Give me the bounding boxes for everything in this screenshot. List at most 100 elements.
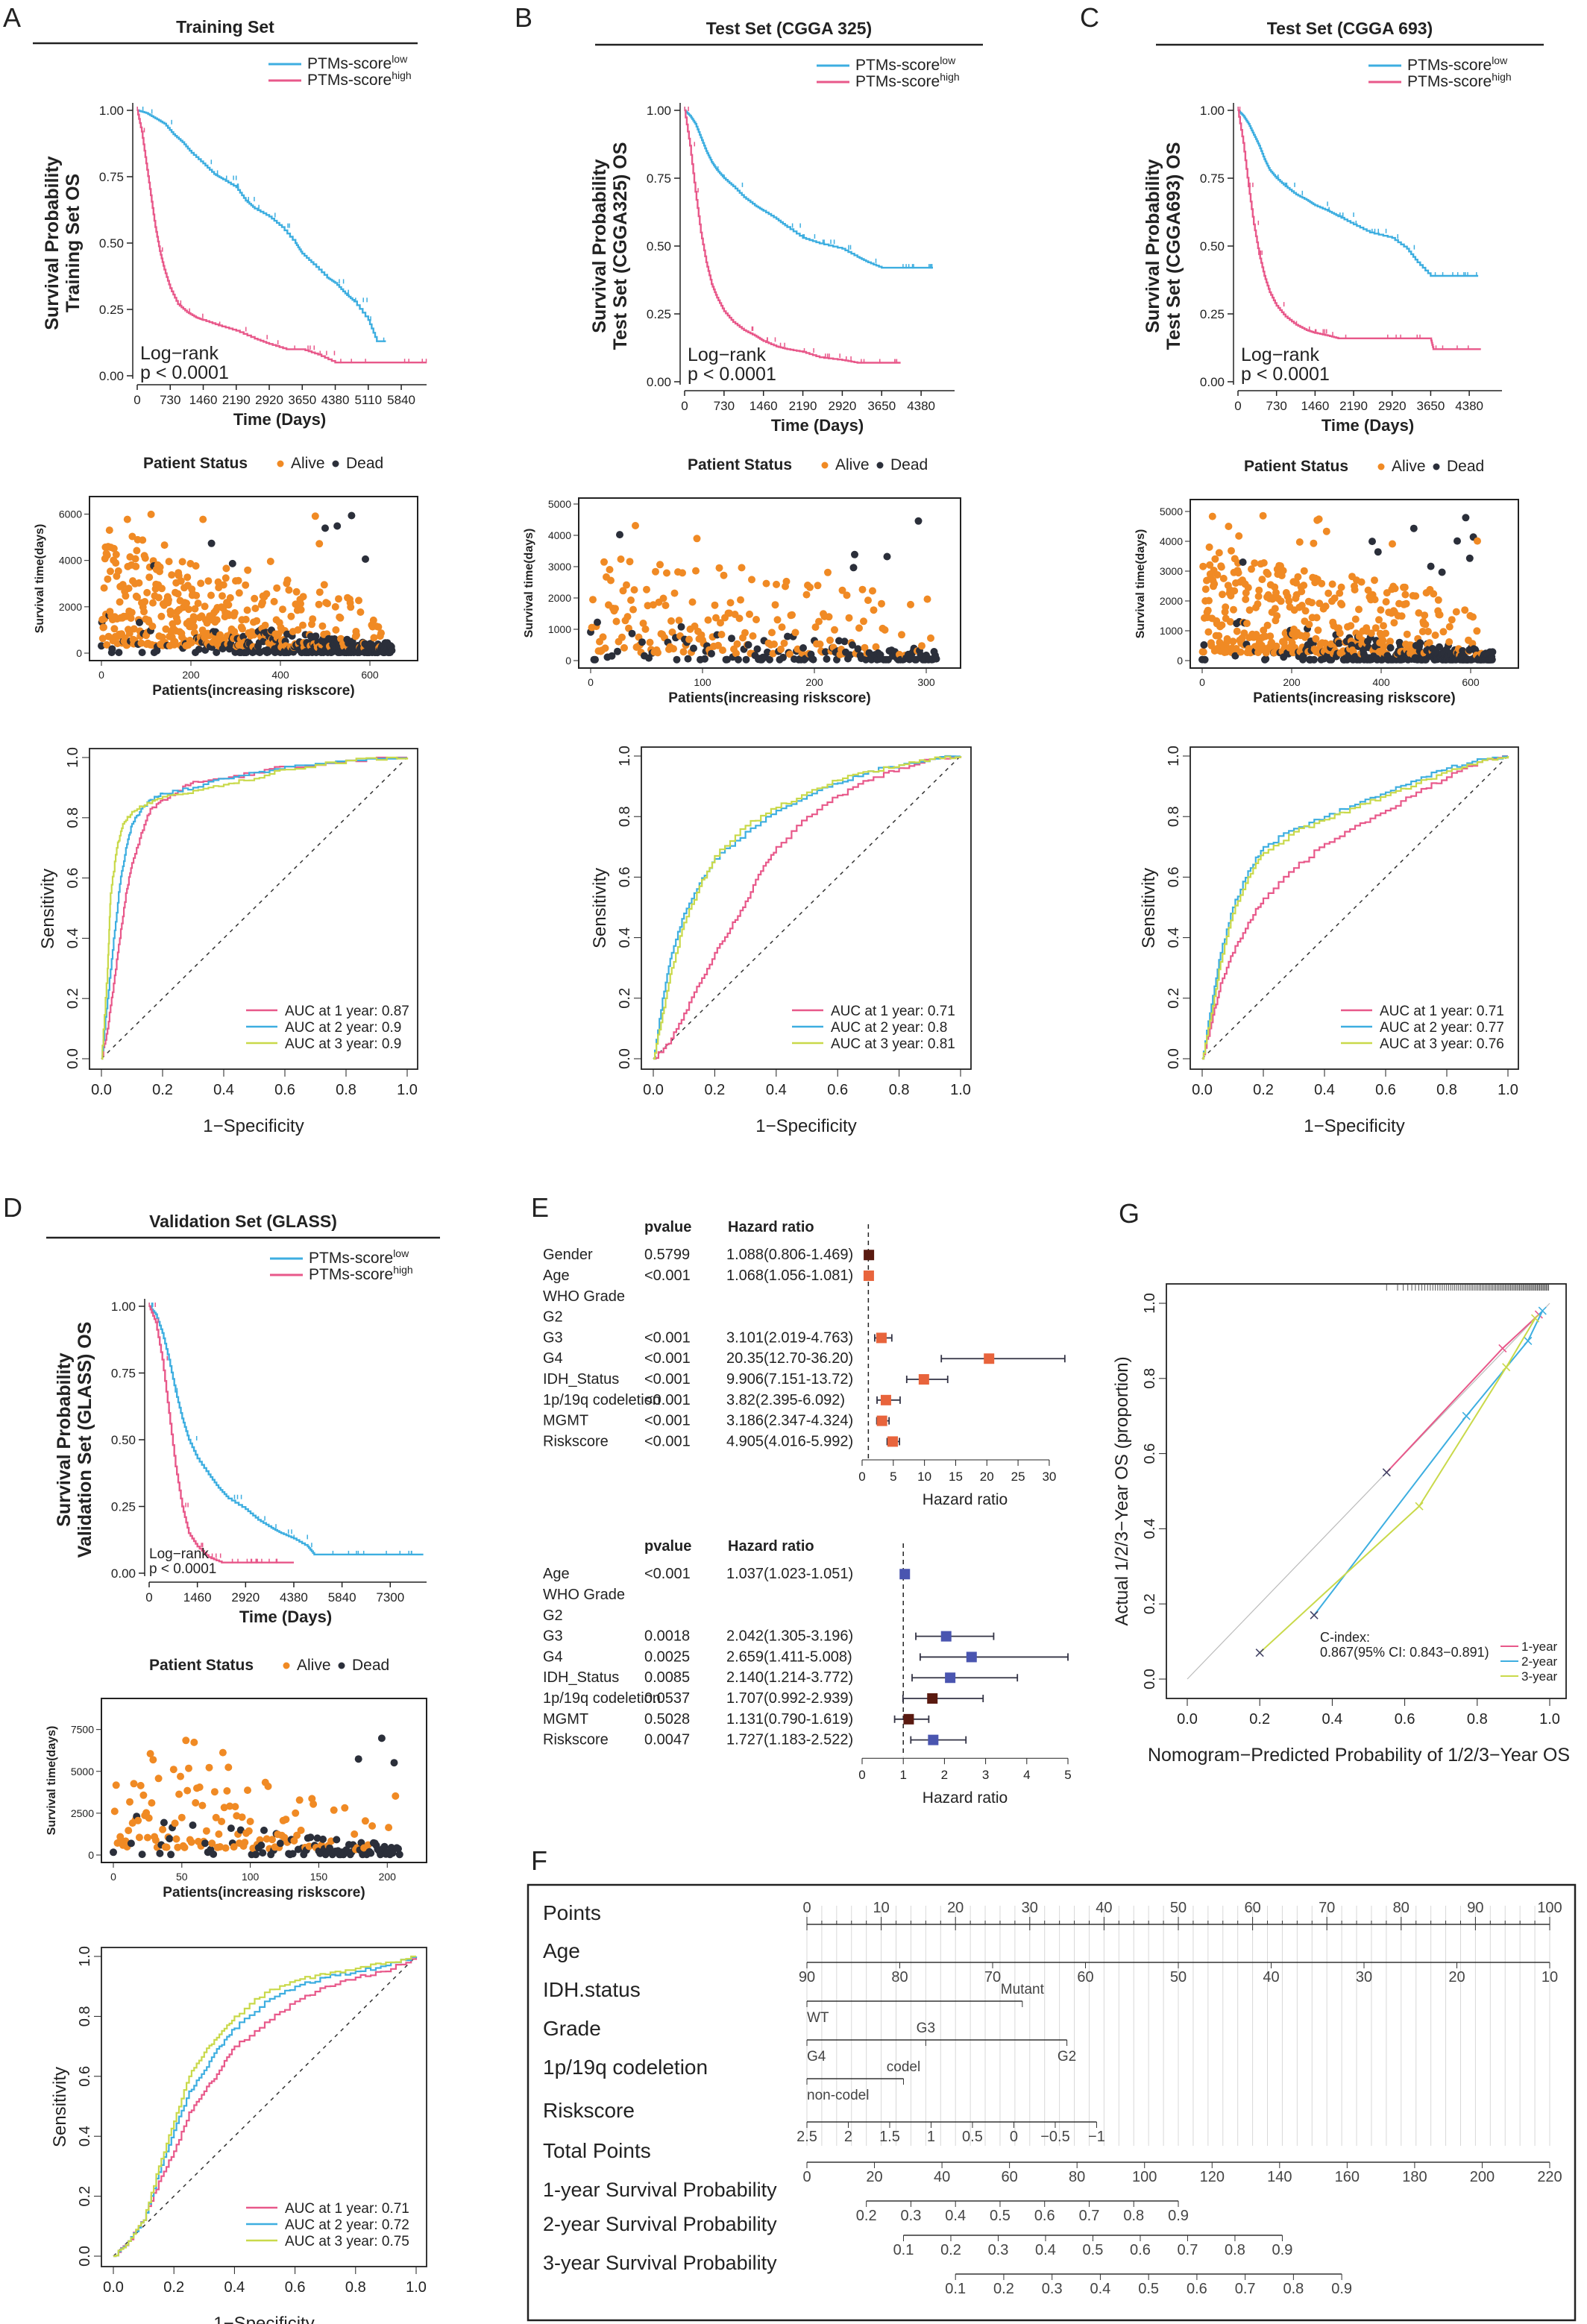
nomogram-tick-label: 0.1 [945,2281,966,2297]
nomogram-tick-label: 0.1 [893,2242,914,2258]
patient-point-alive [1336,629,1344,637]
calibration-point [1530,1314,1540,1323]
legend-label: PTMs-scorelow [309,1247,409,1267]
patient-point-alive [231,1803,239,1811]
nomogram-row-label: 1-year Survival Probability [543,2179,777,2201]
patient-point-dead [799,644,807,652]
patient-point-alive [283,576,292,585]
hr-marker [863,1270,874,1282]
forest-pvalue: 0.5799 [644,1247,690,1263]
patient-point-alive [1377,606,1385,614]
roc-plot-D3: 0.0 0.0 0.2 0.2 0.4 0.4 0.6 0.6 0.8 0.8 1.0 1.0 1−Sp… [50,1946,427,2324]
patient-point-dead [840,637,849,646]
patient-point-alive [169,1766,177,1774]
patient-point-dead [138,1851,146,1859]
patient-point-alive [923,595,931,603]
patient-point-alive [1199,562,1207,570]
x-tick-label: 1460 [749,399,778,413]
y-axis-label: Survival time(days) [1134,529,1147,639]
x-axis-label: Patients(increasing riskscore) [1253,690,1455,706]
patient-point-dead [257,1842,265,1849]
y-tick-label: 0.0 [65,1048,81,1069]
x-tick-label: 730 [714,399,735,413]
forest-hr-text: 1.068(1.056-1.081) [726,1268,853,1284]
y-tick-label: 0.00 [99,369,124,383]
patient-point-dead [1462,514,1470,522]
x-axis-label: Time (Days) [233,410,326,429]
patient-point-dead [673,655,681,664]
patient-point-dead [849,564,858,572]
patient-point-alive [1235,532,1243,540]
patient-point-alive [1300,582,1308,590]
patient-point-alive [282,1816,290,1824]
patient-point-dead [723,655,731,664]
patient-point-alive [299,621,307,629]
patient-point-alive [119,581,127,589]
nomogram-row-label: Riskscore [543,2099,635,2122]
patient-point-alive [769,649,777,658]
patient-point-alive [741,629,749,637]
patient-point-alive [878,599,885,608]
km-curve-low [685,109,933,269]
forest-row-label: G4 [543,1648,563,1665]
y-axis-label: Survival Probability [54,1352,75,1527]
nomogram-tick-label: 0.2 [940,2242,961,2258]
y-tick-label: 0.8 [1166,806,1182,827]
x-axis-label: Time (Days) [771,416,864,435]
nomogram-tick-label: 60 [1244,1900,1260,1916]
patient-point-alive [141,554,149,562]
patient-point-alive [1371,576,1378,585]
x-tick-label: 1.0 [406,2279,427,2296]
pvalue-label: p < 0.0001 [688,364,776,385]
forest-hr-text: 3.82(2.395-6.092) [726,1392,845,1408]
forest-pvalue: <0.001 [644,1268,691,1284]
y-tick-label: 0.75 [647,171,671,186]
y-tick-label: 0.6 [65,868,81,889]
x-tick-label: 0.6 [1395,1711,1415,1728]
patient-point-alive [1421,611,1429,620]
patient-point-alive [623,581,630,589]
patient-point-alive [762,579,770,588]
x-axis-label: 1−Specificity [1304,1116,1404,1136]
patient-point-alive [279,605,286,614]
status-alive-label: Alive [835,456,870,473]
patient-point-alive [351,1830,359,1838]
status-dead-label: Dead [352,1657,389,1674]
patient-point-alive [158,585,166,593]
y-tick-label: 1.00 [99,104,124,118]
forest-pvalue: 0.0047 [644,1732,690,1748]
patient-point-alive [100,623,107,632]
patient-point-alive [1201,585,1210,593]
forest-row-label: IDH_Status [543,1669,619,1686]
patient-point-alive [98,634,107,643]
patient-point-alive [122,592,130,600]
patient-point-alive [639,620,647,627]
forest-pvalue: 0.0085 [644,1669,690,1686]
patient-point-alive [1204,628,1213,636]
patient-point-alive [238,1813,246,1821]
patient-point-dead [136,618,143,626]
patient-point-alive [1469,613,1477,621]
forest-pvalue: <0.001 [644,1413,691,1429]
patient-point-alive [253,617,261,625]
patient-point-alive [626,558,634,566]
patient-point-dead [277,1839,284,1848]
y-tick-label: 1000 [1160,625,1183,637]
nomogram-tick-label: 20 [866,2169,882,2185]
patient-point-dead [753,645,761,653]
patient-point-alive [324,599,331,608]
patient-point-alive [224,1763,233,1772]
y-tick-label: 0 [565,655,571,667]
patient-point-dead [822,648,829,656]
x-tick-label: 5 [890,1470,896,1484]
patient-point-alive [330,1806,338,1814]
patient-point-alive [816,640,824,648]
patient-point-dead [313,1834,321,1842]
patient-point-alive [187,1838,195,1846]
x-axis-label: Hazard ratio [923,1491,1008,1508]
forest-row-label: 1p/19q codeletion [543,1392,661,1408]
forest-hr-text: 1.131(0.790-1.619) [726,1711,853,1728]
x-tick-label: 0.4 [224,2279,245,2296]
y-tick-label: 0.50 [647,239,671,254]
